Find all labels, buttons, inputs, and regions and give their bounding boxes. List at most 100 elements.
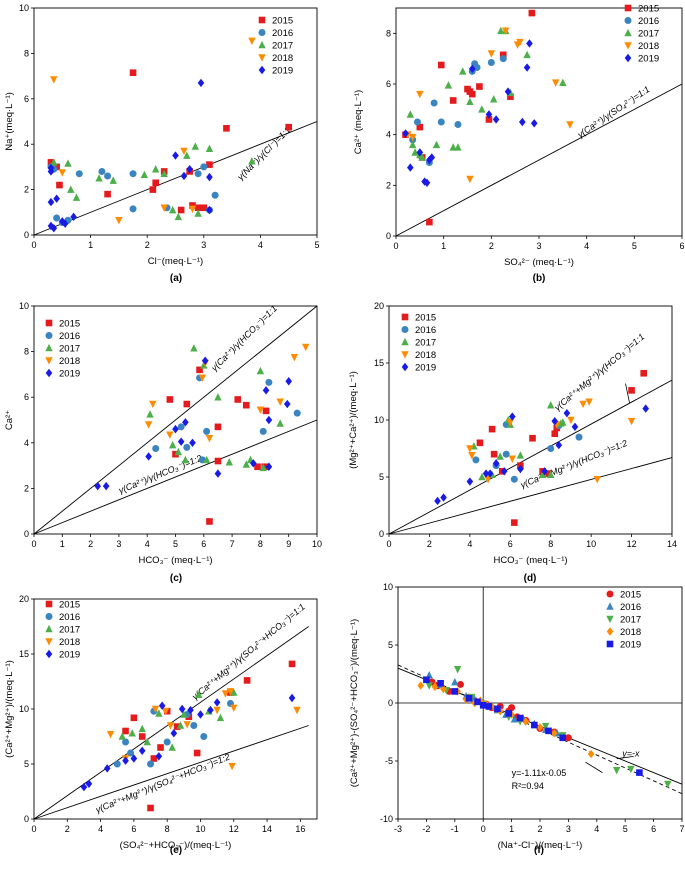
data-point (579, 400, 587, 409)
data-point (225, 458, 233, 466)
data-point (50, 76, 58, 84)
panel-label: (b) (533, 273, 546, 284)
data-point (482, 469, 490, 478)
data-point (487, 58, 495, 66)
data-point (67, 185, 75, 193)
x-tick-label: 3 (536, 241, 541, 251)
chart-f: -3 -2 -1 0 1 2 3 4 5 6 7-10-50510y=-xy=-1.11x-0.05… (349, 582, 685, 856)
data-point (61, 219, 69, 228)
data-point (206, 205, 213, 215)
x-tick-label: 6 (651, 824, 656, 834)
data-point (198, 374, 207, 382)
data-point (259, 427, 267, 435)
data-point (166, 396, 174, 403)
data-point (423, 178, 431, 187)
data-point (145, 452, 152, 461)
data-point (407, 163, 414, 172)
series-2017 (50, 142, 256, 221)
data-point (636, 769, 643, 776)
data-point (454, 143, 462, 151)
data-point (189, 202, 196, 209)
legend-label: 2015 (59, 319, 80, 330)
legend-label: 2019 (415, 363, 436, 374)
x-tick-label: 12 (229, 824, 239, 834)
legend-label: 2017 (272, 41, 293, 52)
data-point (140, 170, 149, 179)
reference-line-label: γ(Ca²⁺+Mg²⁺)/γ(HCO₃⁻)=1:1 (552, 332, 646, 413)
x-tick-label: 1 (509, 824, 514, 834)
reference-line (388, 457, 673, 535)
data-point (454, 121, 462, 129)
data-point (191, 142, 200, 150)
data-point (53, 214, 61, 222)
data-point (200, 361, 208, 369)
x-tick-label: 8 (258, 539, 263, 549)
data-point (508, 455, 517, 463)
data-point (138, 733, 146, 740)
data-point (214, 457, 222, 465)
data-point (593, 475, 601, 484)
x-axis-label: HCO₃⁻ (meq·L⁻¹) (138, 555, 212, 566)
legend-marker (606, 640, 614, 648)
reference-line (33, 121, 318, 236)
series-2017 (146, 344, 284, 472)
data-point (517, 464, 524, 474)
legend-label: 2019 (272, 66, 293, 77)
data-point (146, 410, 154, 418)
data-point (479, 702, 487, 709)
data-point (242, 401, 250, 409)
data-point (406, 110, 414, 118)
data-point (547, 445, 555, 452)
data-point (487, 50, 496, 58)
x-tick-label: 0 (393, 241, 398, 251)
x-tick-label: 4 (258, 240, 263, 250)
y-tick-label: 15 (19, 649, 29, 659)
data-point (526, 39, 533, 48)
series-2019 (80, 693, 296, 792)
x-tick-label: 4 (467, 539, 472, 549)
data-point (413, 118, 421, 126)
data-point (426, 155, 433, 165)
data-point (575, 433, 583, 441)
data-point (230, 704, 238, 712)
data-point (113, 760, 121, 768)
data-point (559, 78, 567, 87)
y-axis-label: (Ca²⁺+Mg²⁺)/(meq·L⁻¹) (4, 660, 15, 758)
data-point (155, 752, 163, 761)
series-2016 (409, 55, 507, 167)
x-tick-label: 6 (131, 824, 136, 834)
data-point (472, 456, 480, 464)
data-point (248, 157, 256, 165)
data-point (416, 148, 424, 157)
data-point (172, 424, 179, 434)
x-tick-label: 2 (427, 539, 432, 549)
data-point (166, 431, 174, 439)
data-point (172, 151, 179, 160)
data-point (416, 123, 424, 131)
y-tick-label: 0 (386, 231, 391, 241)
x-tick-label: 0 (31, 824, 36, 834)
x-tick-label: 0 (386, 539, 391, 549)
y-tick-label: 5 (388, 640, 393, 650)
y-tick-label: 10 (19, 301, 29, 311)
legend-label: 2018 (59, 637, 80, 648)
reference-line (33, 419, 318, 535)
data-point (170, 729, 178, 738)
series-2018 (50, 37, 256, 225)
data-point (519, 117, 526, 127)
legend-marker (606, 627, 614, 636)
chart-d: 0 2 4 6 8 10 12 14 0 5 10 15 20 γ(Ca²⁺+Mg²⁺)/γ(HCO₃⁻)… (348, 301, 677, 584)
data-point (550, 728, 558, 738)
chart-e: 0 2 4 6 8 10 12 14 16 0 5 10 15 20 γ(Ca²⁺+Mg²⁺)/γ(SO₄²… (4, 594, 318, 856)
arrow-line (625, 383, 630, 403)
data-point (128, 729, 136, 737)
series-2017 (406, 26, 567, 161)
data-point (152, 179, 159, 187)
chart-c: 0 1 2 3 4 5 6 7 8 9 10 0 2 4 6 8 10 γ(Ca²⁺)/γ(HCO₃⁻)=1:1 γ… (4, 301, 322, 584)
data-point (484, 475, 492, 484)
data-point (486, 469, 494, 478)
data-point (276, 398, 284, 406)
data-point (430, 99, 438, 107)
data-point (468, 452, 476, 460)
